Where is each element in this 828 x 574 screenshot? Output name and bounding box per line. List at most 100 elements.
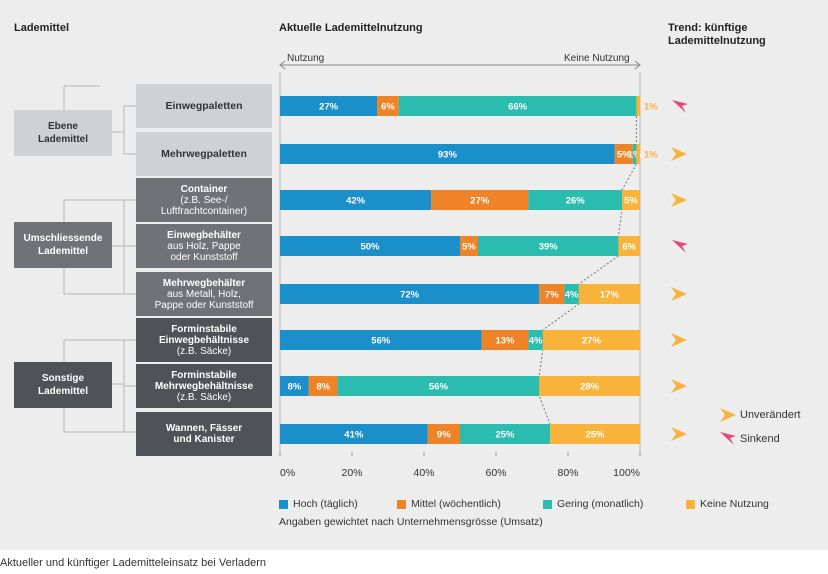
header-aktuelle-nutzung: Aktuelle Lademittelnutzung	[279, 22, 423, 34]
bar-segment	[280, 330, 482, 350]
bar-value-label: 6%	[381, 102, 395, 113]
bar-segment	[280, 190, 432, 210]
category-einwegbehaelter: Einwegbehälter aus Holz, Pappe oder Kunsts…	[136, 224, 272, 268]
category-label-line1: Forminstabile	[171, 369, 237, 381]
trend-arrow-right-icon	[671, 333, 687, 347]
header-lademittel: Lademittel	[14, 22, 70, 34]
legend-swatch-keine	[686, 499, 695, 509]
bar-segment	[280, 284, 540, 304]
bar-segment	[478, 236, 619, 256]
trend-arrow-right-icon	[671, 427, 687, 441]
category-label-line3: Luftfrachtcontainer)	[160, 205, 248, 217]
category-einwegpaletten: Einwegpaletten	[136, 84, 272, 128]
legend-label: Hoch (täglich)	[293, 498, 358, 510]
bar-value-label: 1%	[644, 102, 658, 113]
trend-arrow-right-icon	[671, 193, 687, 207]
bar-value-label: 5%	[624, 196, 638, 207]
bar-segment	[280, 96, 378, 116]
category-label: Einwegpaletten	[165, 99, 243, 112]
category-wannen-faesser-kanister: Wannen, Fässer und Kanister	[136, 412, 272, 456]
bar-segment	[280, 236, 460, 256]
bar-segment	[636, 144, 640, 164]
bar-segment	[528, 190, 622, 210]
trend-legend-sinkend: Sinkend	[740, 433, 780, 445]
bar-segment	[280, 424, 428, 444]
bar-segment	[539, 376, 640, 396]
bar-segment	[431, 190, 529, 210]
category-label-line3: Pappe oder Kunststoff	[154, 299, 254, 311]
direction-right-label: Keine Nutzung	[564, 53, 630, 64]
bar-value-label: 50%	[360, 242, 380, 253]
bar-value-label: 9%	[437, 430, 451, 441]
category-label: Mehrwegpaletten	[161, 147, 247, 160]
header-trend: Trend: künftige Lademittelnutzung	[668, 22, 766, 48]
group-label-line2: Lademittel	[37, 246, 88, 257]
x-tick-label: 20%	[341, 467, 362, 479]
bar-value-label: 93%	[438, 150, 458, 161]
bar-segment	[550, 424, 640, 444]
legend-item-keine-nutzung: Keine Nutzung	[686, 498, 769, 510]
legend-swatch-gering	[543, 499, 552, 509]
bar-segment	[636, 96, 640, 116]
bar-segment	[280, 376, 309, 396]
bar-segment	[460, 424, 550, 444]
legend-label: Gering (monatlich)	[557, 498, 644, 510]
bar-value-label: 5%	[617, 150, 631, 161]
group-label-line2: Lademittel	[37, 134, 88, 145]
trend-arrow-down-left-icon	[672, 240, 688, 253]
bar-segment	[564, 284, 579, 304]
category-label-line1: Forminstabile	[171, 323, 237, 335]
legend-item-hoch: Hoch (täglich)	[279, 498, 358, 510]
category-label-line1: Einwegbehälter	[167, 229, 241, 241]
category-forminstabile-einweg: Forminstabile Einwegbehältnisse (z.B. Säck…	[136, 318, 272, 362]
category-container: Container (z.B. See-/Luftfrachtcontainer)	[136, 178, 272, 222]
bar-segment	[481, 330, 529, 350]
category-label-line2: aus Metall, Holz,	[167, 288, 241, 300]
bar-segment	[539, 284, 565, 304]
legend-item-gering: Gering (monatlich)	[543, 498, 643, 510]
bar-value-label: 4%	[565, 290, 579, 301]
bar-value-label: 56%	[429, 382, 449, 393]
category-label-line3: (z.B. Säcke)	[176, 345, 232, 357]
category-label-line1: Mehrwegbehälter	[162, 277, 246, 289]
legend-arrow-right-icon	[720, 408, 736, 422]
bar-segment	[280, 144, 615, 164]
category-mehrwegbehaelter: Mehrwegbehälter aus Metall, Holz, Pappe od…	[136, 272, 272, 316]
bar-value-label: 4%	[529, 336, 543, 347]
trend-arrow-right-icon	[671, 147, 687, 161]
category-label-line3: (z.B. Säcke)	[176, 391, 232, 403]
group-ebene-lademittel: Ebene Lademittel	[14, 110, 112, 156]
group-sonstige-lademittel: Sonstige Lademittel	[14, 362, 112, 408]
trend-arrow-right-icon	[671, 287, 687, 301]
group-label-line1: Sonstige	[41, 373, 85, 384]
category-label-line3: oder Kunststoff	[170, 251, 238, 263]
bar-value-label: 8%	[316, 382, 330, 393]
header-trend-line2: Lademittelnutzung	[668, 35, 766, 47]
bar-segment	[398, 96, 637, 116]
x-tick-label: 80%	[557, 467, 578, 479]
header-trend-line1: Trend: künftige	[668, 22, 748, 34]
bar-value-label: 39%	[539, 242, 559, 253]
category-label-line2: (z.B. See-/	[180, 194, 228, 206]
legend-arrow-down-left-icon	[720, 432, 736, 445]
bar-value-label: 27%	[319, 102, 339, 113]
x-tick-label: 40%	[413, 467, 434, 479]
bar-value-label: 25%	[495, 430, 515, 441]
bar-value-label: 26%	[566, 196, 586, 207]
category-label-line2: aus Holz, Pappe	[167, 240, 241, 252]
direction-left-label: Nutzung	[287, 53, 325, 64]
group-label-line1: Umschliessende	[23, 233, 103, 244]
figure-caption: Aktueller und künftiger Lademitteleinsat…	[0, 557, 266, 569]
x-tick-label: 60%	[485, 467, 506, 479]
legend-swatch-hoch	[279, 499, 288, 509]
x-tick-label: 0%	[280, 467, 295, 479]
bar-value-label: 42%	[346, 196, 366, 207]
category-mehrwegpaletten: Mehrwegpaletten	[136, 132, 272, 176]
bar-segment	[528, 330, 543, 350]
bar-segment	[308, 376, 338, 396]
group-umschliessende-lademittel: Umschliessende Lademittel	[14, 222, 112, 268]
legend-swatch-mittel	[397, 499, 406, 509]
bar-segment	[578, 284, 640, 304]
bar-value-label: 1%	[628, 150, 642, 161]
